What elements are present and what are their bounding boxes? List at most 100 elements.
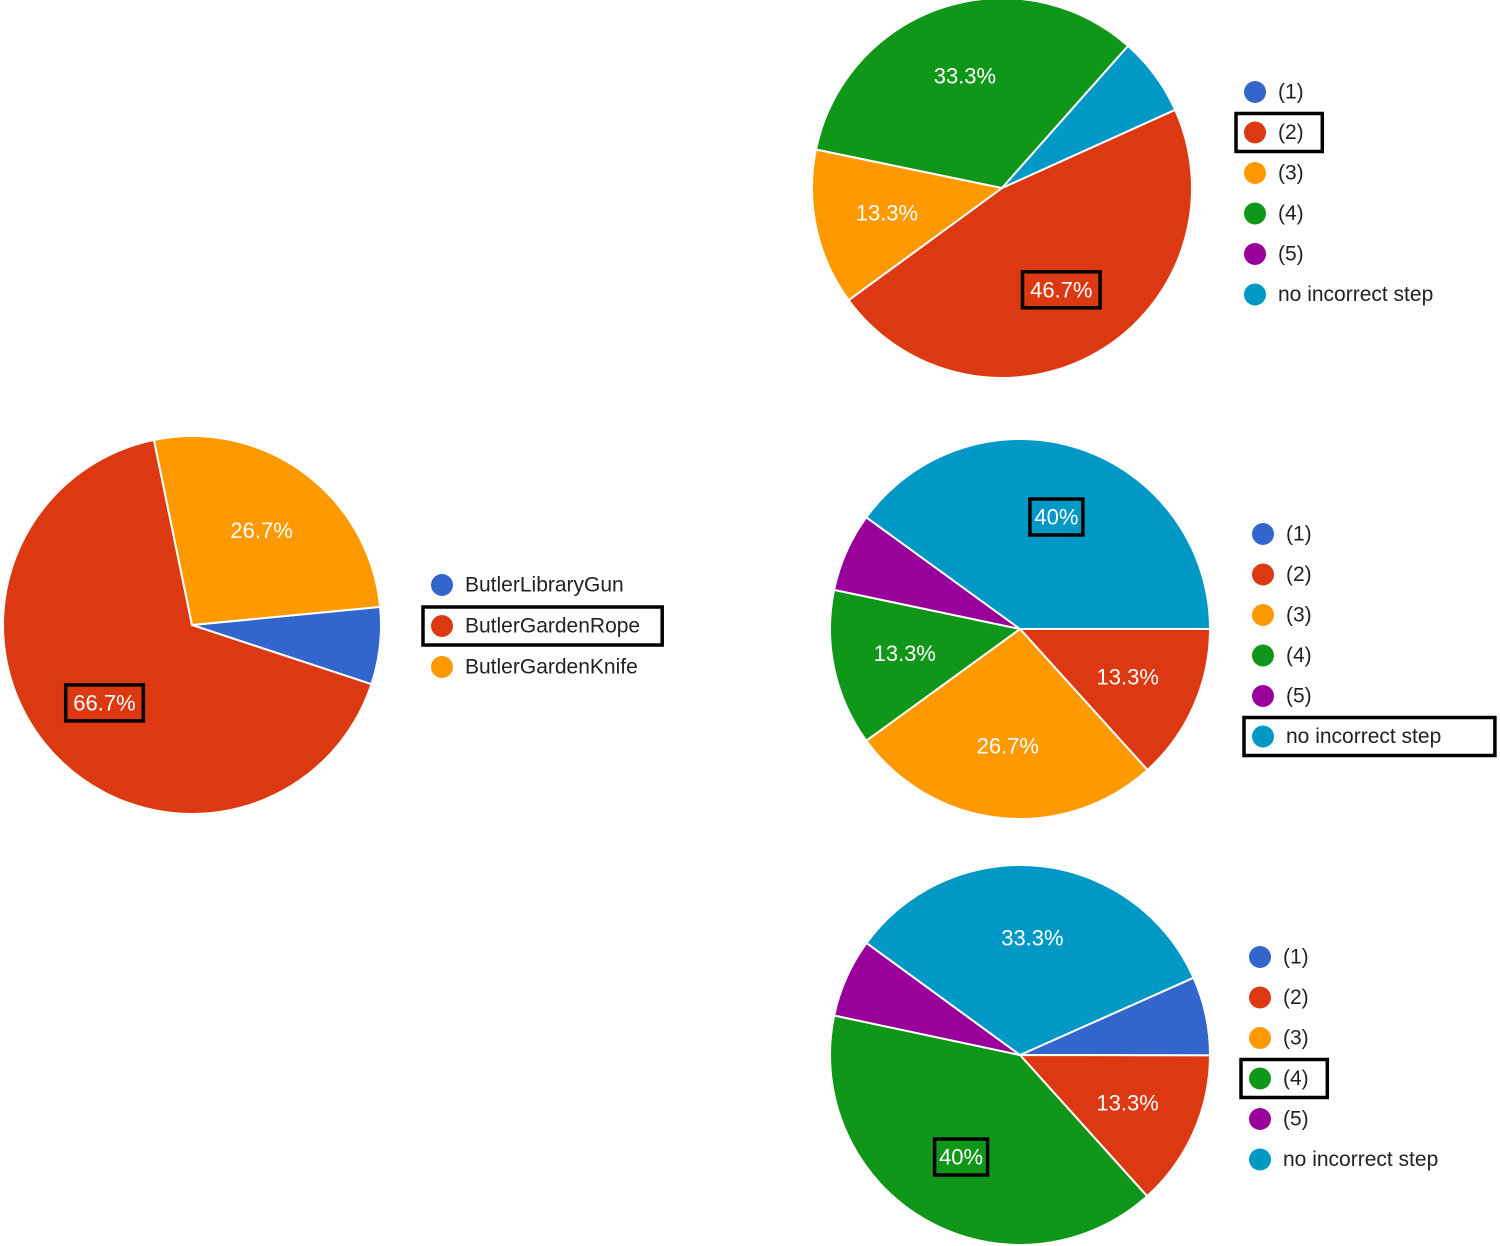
legend-item: (2)	[1234, 111, 1325, 154]
slice-labels: 13.3% 26.7% 13.3% 40%	[874, 497, 1159, 759]
legend-label: ButlerLibraryGun	[465, 574, 624, 597]
pie-slice-butlergardenknife	[152, 435, 382, 627]
legend-item: no incorrect step	[1244, 283, 1433, 306]
legend-item: (3)	[1249, 1027, 1309, 1050]
legend-swatch-icon	[1252, 725, 1274, 748]
legend-swatch-icon	[1244, 283, 1266, 306]
legend: (1) (2) (3) (4) (5) no incorrect step	[1234, 81, 1433, 306]
pie-slice-no-incorrect-step	[1001, 44, 1177, 189]
legend-label: (5)	[1283, 1108, 1309, 1131]
legend-label: (1)	[1283, 946, 1309, 969]
pie-slice-4	[829, 1014, 1149, 1246]
legend-label: no incorrect step	[1283, 1148, 1438, 1171]
legend-swatch-icon	[1244, 121, 1266, 144]
legend-highlight-box	[1234, 111, 1325, 154]
legend-item: (4)	[1239, 1057, 1330, 1100]
slice-label: 13.3%	[1096, 1091, 1158, 1116]
legend-item: (3)	[1244, 162, 1304, 185]
pie-chart-1: 66.7% 26.7% ButlerLibraryGun ButlerGardenRo…	[2, 435, 664, 815]
slice-label: 33.3%	[934, 64, 996, 89]
legend: (1) (2) (3) (4) (5) no incorrect step	[1242, 523, 1497, 758]
pie-slice-2	[1017, 1053, 1212, 1198]
legend-label: no incorrect step	[1278, 283, 1433, 306]
legend-label: (1)	[1286, 523, 1312, 546]
legend-label: (3)	[1283, 1027, 1309, 1050]
legend-swatch-icon	[1252, 644, 1274, 667]
slice-labels: 66.7% 26.7%	[63, 518, 293, 723]
slice-label: 13.3%	[1097, 664, 1159, 689]
legend-item: (5)	[1252, 685, 1312, 708]
slice-label: 26.7%	[977, 734, 1039, 759]
legend-swatch-icon	[1249, 1067, 1271, 1090]
legend-label: (2)	[1283, 986, 1309, 1009]
pie-slice-3	[811, 148, 1005, 302]
legend-label: ButlerGardenKnife	[465, 656, 638, 679]
pie-slice-2	[847, 108, 1194, 379]
slice-label-highlight-box	[1020, 270, 1102, 310]
slice-label: 46.7%	[1030, 277, 1092, 302]
slice-label-highlight-box	[932, 1137, 990, 1177]
slice-label: 33.3%	[1001, 925, 1063, 950]
legend-item: no incorrect step	[1242, 715, 1497, 758]
legend-swatch-icon	[1244, 243, 1266, 265]
legend-swatch-icon	[1244, 81, 1266, 103]
slice-label: 40%	[1034, 505, 1078, 530]
legend-label: (2)	[1286, 563, 1312, 586]
pie-slices	[829, 864, 1212, 1246]
legend-item: ButlerLibraryGun	[431, 574, 624, 597]
pie-slice-no-incorrect-step	[865, 864, 1195, 1057]
pie-chart-2: 46.7% 13.3% 33.3% (1) (2) (3) (4) (5) no incorre…	[811, 0, 1433, 379]
legend-swatch-icon	[1249, 1148, 1271, 1171]
legend-item: (1)	[1244, 81, 1304, 104]
legend: ButlerLibraryGun ButlerGardenRope ButlerGa…	[421, 574, 664, 679]
legend-swatch-icon	[1244, 202, 1266, 225]
slice-label: 66.7%	[73, 690, 135, 715]
slice-labels: 46.7% 13.3% 33.3%	[856, 64, 1102, 310]
pie-slices	[829, 438, 1212, 820]
slice-label: 26.7%	[230, 518, 292, 543]
legend-item: (1)	[1252, 523, 1312, 546]
legend-label: (5)	[1278, 243, 1304, 266]
legend-item: (4)	[1252, 644, 1312, 667]
slice-label-highlight-box	[1028, 497, 1085, 537]
legend-label: (4)	[1286, 644, 1312, 667]
legend-item: (5)	[1249, 1108, 1309, 1131]
legend-swatch-icon	[1252, 563, 1274, 586]
legend-swatch-icon	[431, 615, 453, 637]
legend-swatch-icon	[431, 574, 453, 596]
legend-swatch-icon	[1252, 685, 1274, 707]
legend-item: (5)	[1244, 243, 1304, 266]
legend-swatch-icon	[1244, 162, 1266, 184]
legend-label: (1)	[1278, 81, 1304, 104]
pie-slice-3	[864, 627, 1149, 820]
legend-swatch-icon	[1249, 1027, 1271, 1049]
legend-highlight-box	[1242, 715, 1497, 758]
pie-slice-2	[1017, 628, 1212, 772]
legend-swatch-icon	[1252, 523, 1274, 545]
legend-label: (2)	[1278, 121, 1304, 144]
pie-slices	[811, 0, 1194, 379]
legend-item: (1)	[1249, 946, 1309, 969]
legend-label: (5)	[1286, 685, 1312, 708]
legend-swatch-icon	[1249, 986, 1271, 1009]
legend-swatch-icon	[431, 656, 453, 678]
legend-label: no incorrect step	[1286, 725, 1441, 748]
legend-item: (4)	[1244, 202, 1304, 225]
pie-slice-4	[829, 588, 1023, 743]
pie-slices	[2, 435, 382, 815]
legend-item: no incorrect step	[1249, 1148, 1438, 1171]
pie-slice-4	[814, 0, 1130, 190]
legend-swatch-icon	[1252, 604, 1274, 626]
legend-highlight-box	[421, 605, 664, 647]
slice-labels: 13.3% 40% 33.3%	[932, 925, 1159, 1177]
legend-label: (4)	[1283, 1067, 1309, 1090]
pie-chart-4: 13.3% 40% 33.3% (1) (2) (3) (4) (5) no incorrect…	[829, 864, 1438, 1246]
legend-highlight-box	[1239, 1057, 1330, 1100]
slice-label: 13.3%	[874, 641, 936, 666]
legend-swatch-icon	[1249, 946, 1271, 968]
legend-swatch-icon	[1249, 1108, 1271, 1130]
legend-label: (4)	[1278, 202, 1304, 225]
legend-item: (2)	[1252, 563, 1312, 586]
legend-item: ButlerGardenKnife	[431, 656, 638, 679]
